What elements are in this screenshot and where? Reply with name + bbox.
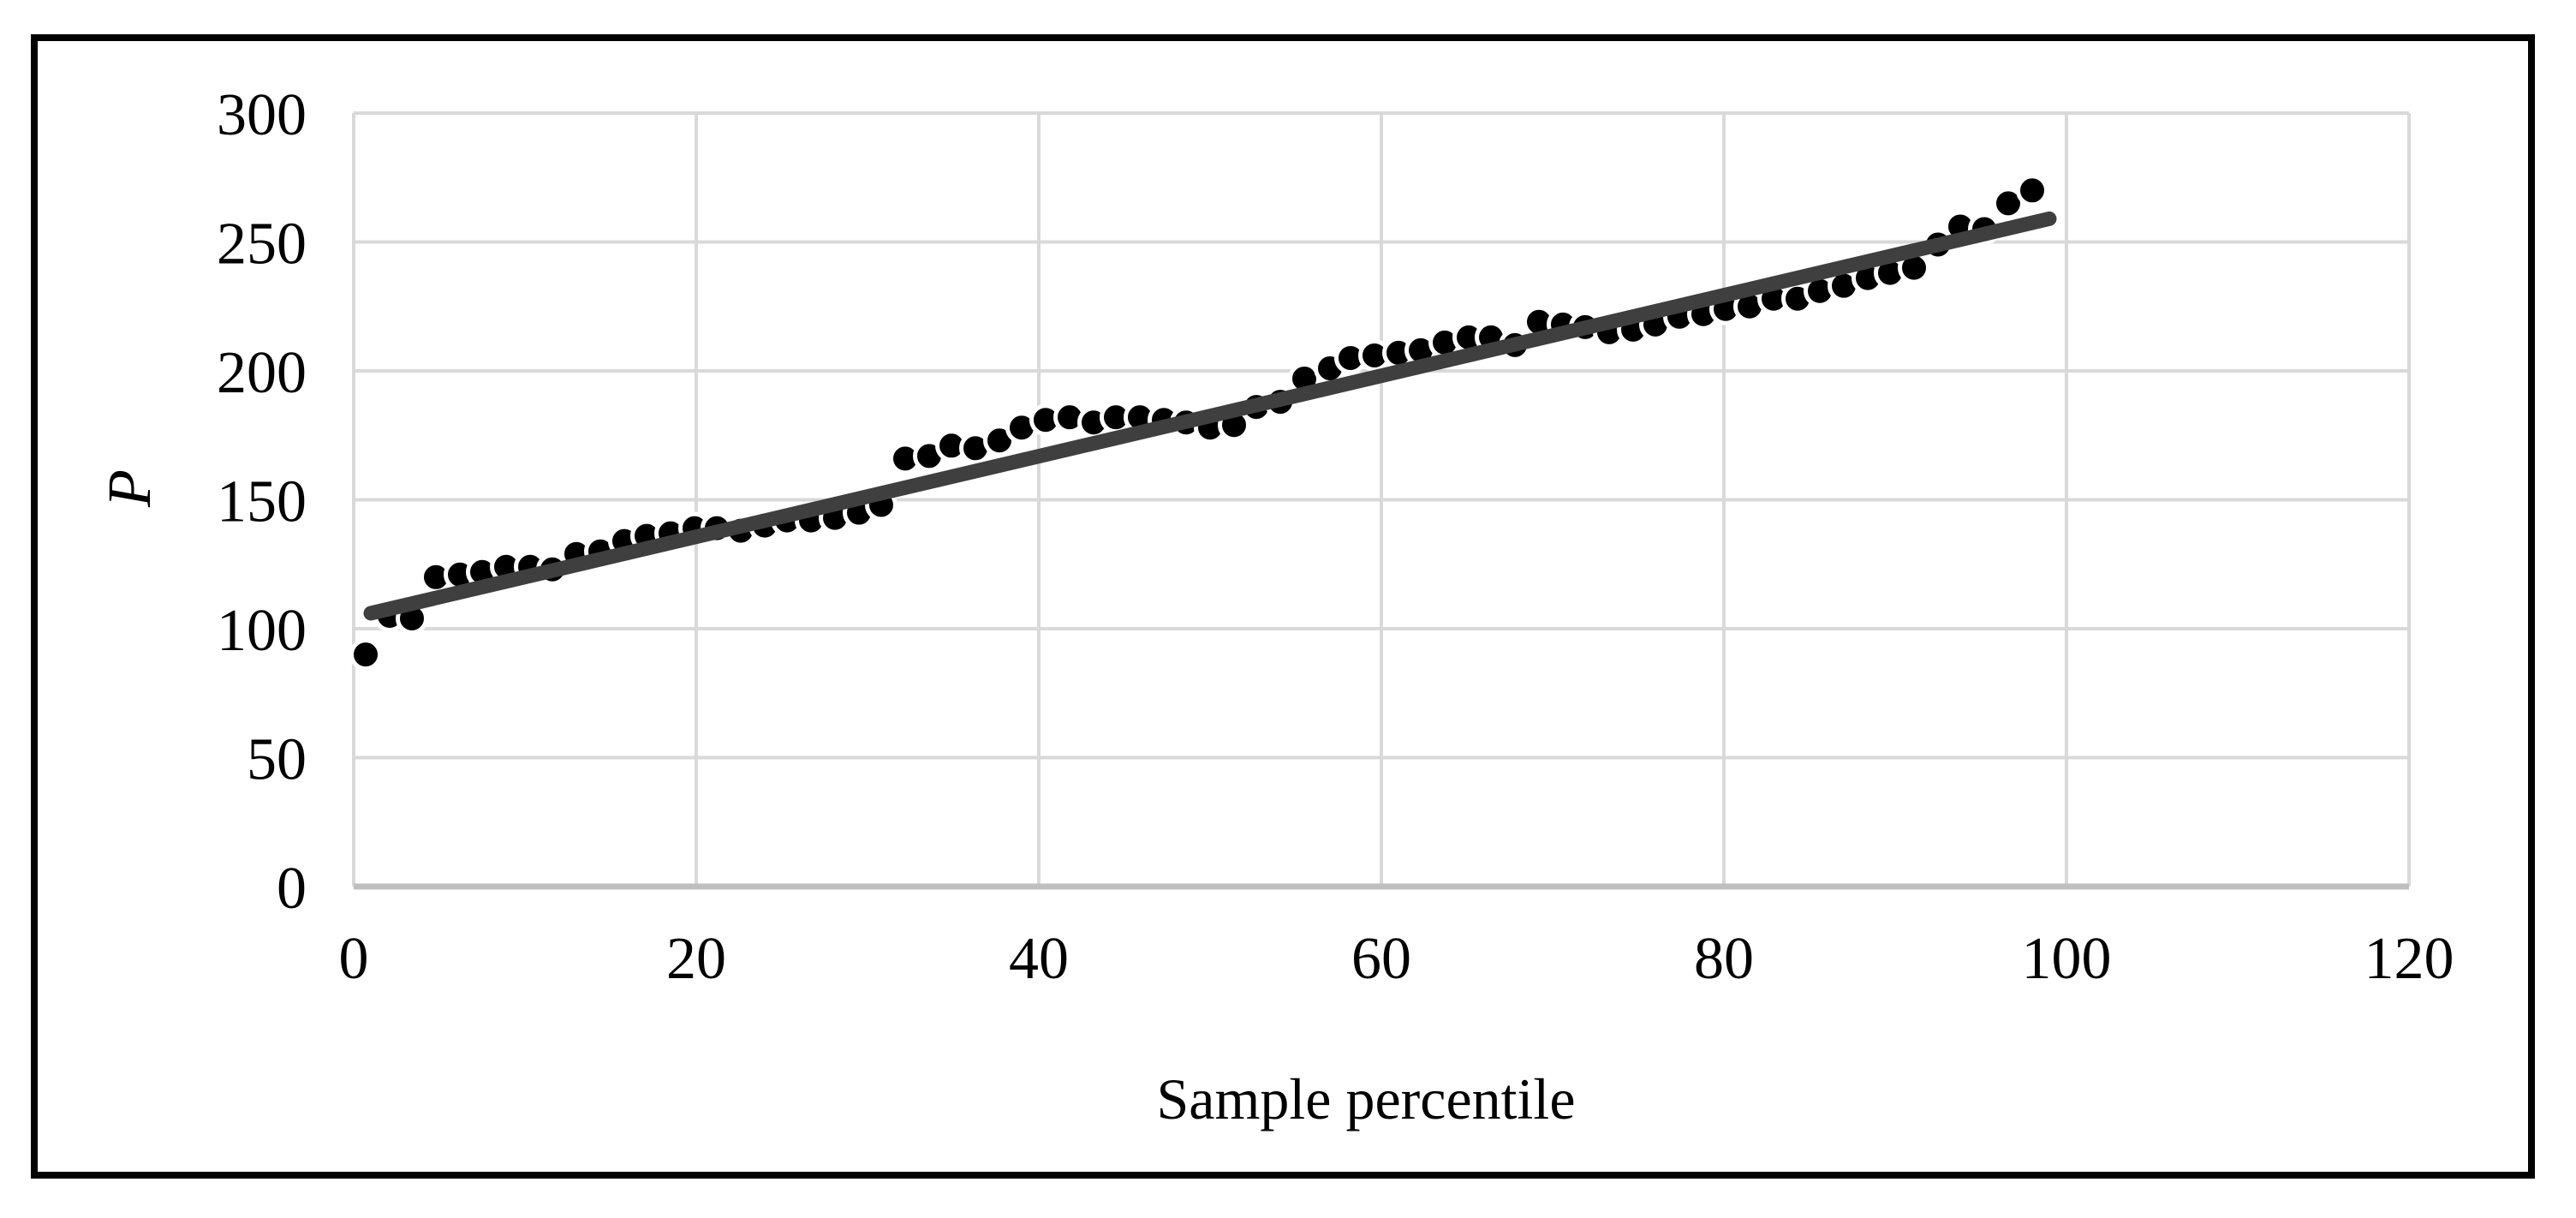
trend-line bbox=[363, 211, 2057, 621]
x-axis-title: Sample percentile bbox=[1156, 1066, 1575, 1131]
x-tick-label: 20 bbox=[666, 926, 726, 992]
x-tick-labels: 0 20 40 60 80 100 120 bbox=[339, 926, 2454, 992]
y-tick-label: 300 bbox=[217, 82, 307, 148]
y-tick-label: 50 bbox=[247, 727, 307, 793]
data-point bbox=[2016, 174, 2048, 207]
y-tick-label: 0 bbox=[277, 856, 307, 922]
y-tick-labels: 0 50 100 150 200 250 300 bbox=[217, 82, 307, 922]
y-axis-title: P bbox=[95, 469, 164, 508]
x-tick-label: 80 bbox=[1694, 926, 1754, 992]
x-tick-label: 0 bbox=[339, 926, 369, 992]
data-point bbox=[349, 638, 382, 672]
x-tick-label: 100 bbox=[2022, 926, 2112, 992]
x-tick-label: 60 bbox=[1351, 926, 1411, 992]
y-tick-label: 100 bbox=[217, 598, 307, 664]
figure-frame bbox=[31, 34, 2535, 1179]
x-tick-label: 120 bbox=[2364, 926, 2454, 992]
y-tick-label: 150 bbox=[217, 469, 307, 535]
y-tick-label: 250 bbox=[217, 212, 307, 278]
x-tick-label: 40 bbox=[1009, 926, 1069, 992]
y-tick-label: 200 bbox=[217, 340, 307, 406]
vertical-gridlines bbox=[352, 113, 2411, 887]
